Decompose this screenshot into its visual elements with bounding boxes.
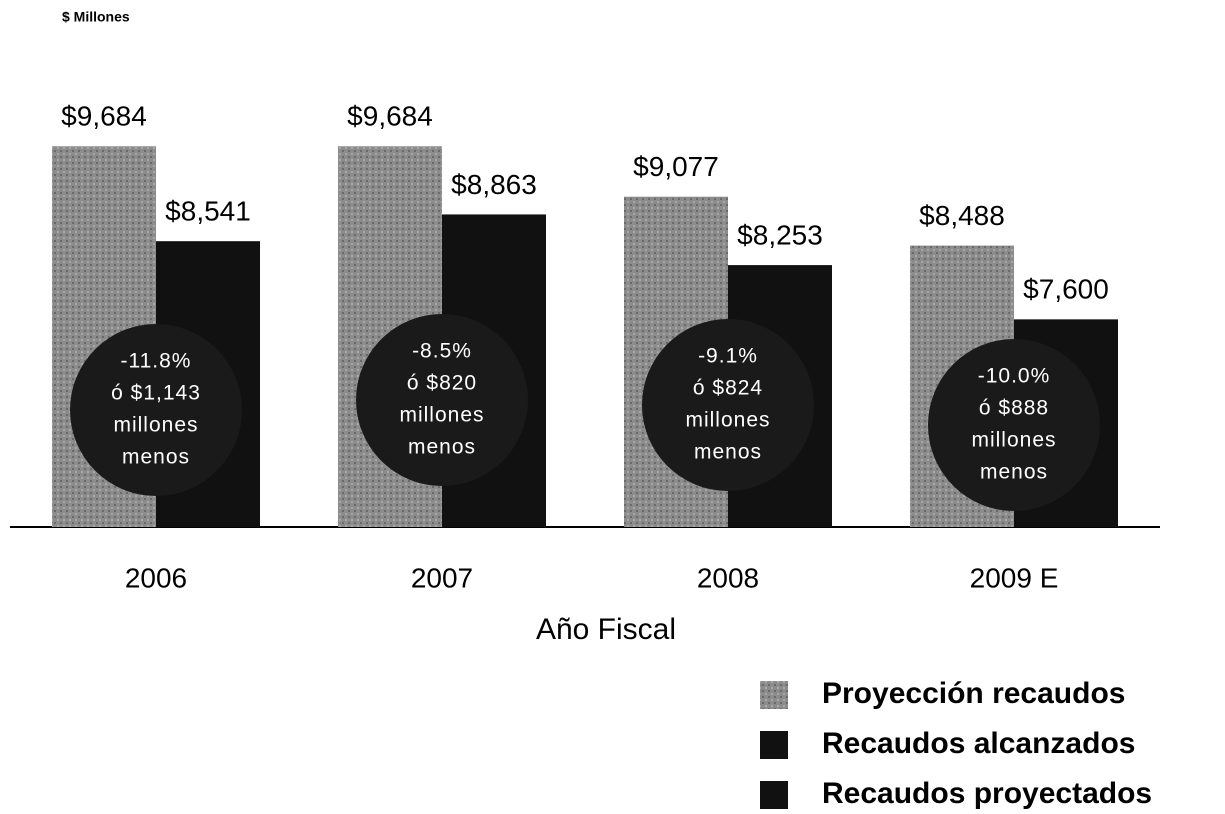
annotation-text: millones	[685, 409, 770, 432]
annotation-text: menos	[980, 461, 1048, 484]
data-label: $8,253	[737, 219, 823, 250]
annotation-text: ó $888	[979, 397, 1049, 420]
annotation-text: menos	[694, 441, 762, 464]
annotation-text: menos	[122, 446, 190, 469]
annotation-text: millones	[971, 429, 1056, 452]
data-label: $7,600	[1023, 274, 1109, 305]
x-tick-label: 2009 E	[970, 562, 1059, 593]
annotation-text: menos	[408, 436, 476, 459]
legend-label: Proyección recaudos	[822, 677, 1125, 710]
annotation-text: -11.8%	[121, 350, 192, 373]
x-tick-label: 2007	[411, 562, 473, 593]
annotation-text: ó $820	[407, 372, 477, 395]
annotation-text: -8.5%	[412, 340, 472, 363]
data-label: $9,077	[633, 151, 719, 182]
legend-swatch	[760, 681, 788, 709]
data-label: $9,684	[347, 101, 433, 132]
annotation-text: millones	[399, 404, 484, 427]
annotation-bubble	[928, 339, 1100, 511]
annotation-text: ó $1,143	[111, 382, 201, 405]
annotation-text: ó $824	[693, 377, 763, 400]
annotation-bubble	[70, 324, 242, 496]
x-axis-title: Año Fiscal	[536, 613, 676, 646]
x-tick-label: 2006	[125, 562, 187, 593]
legend-label: Recaudos proyectados	[822, 777, 1152, 810]
annotation-text: millones	[113, 414, 198, 437]
annotation-text: -10.0%	[978, 365, 1051, 388]
legend-swatch	[760, 781, 788, 809]
annotation-bubble	[356, 314, 528, 486]
data-label: $9,684	[61, 101, 147, 132]
legend-swatch	[760, 731, 788, 759]
x-tick-label: 2008	[697, 562, 759, 593]
legend-label: Recaudos alcanzados	[822, 727, 1135, 760]
data-label: $8,863	[451, 169, 537, 200]
chart-title: $ Millones	[62, 9, 130, 25]
annotation-text: -9.1%	[698, 345, 758, 368]
annotation-bubble	[642, 319, 814, 491]
data-label: $8,541	[165, 196, 251, 227]
data-label: $8,488	[919, 200, 1005, 231]
